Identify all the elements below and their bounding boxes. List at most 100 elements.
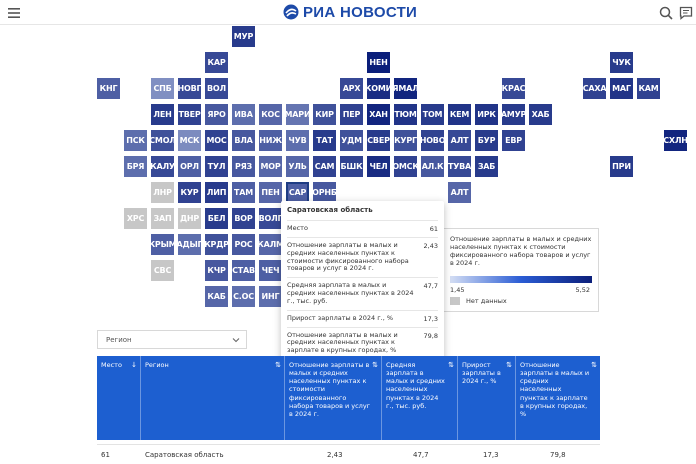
region-tile[interactable]: КАР: [205, 52, 228, 73]
region-tile[interactable]: ТАМ: [232, 182, 255, 203]
region-tile[interactable]: МОС: [205, 130, 228, 151]
region-tile[interactable]: КНГ: [97, 78, 120, 99]
region-tile[interactable]: ПРИ: [610, 156, 633, 177]
sort-icon[interactable]: ⇅: [448, 361, 454, 369]
region-tile[interactable]: КЧР: [205, 260, 228, 281]
region-tile[interactable]: ПСК: [124, 130, 147, 151]
table-row[interactable]: 61 Саратовская область 2,43 47,7 17,3 79…: [97, 444, 600, 464]
region-tile[interactable]: ОРЛ: [178, 156, 201, 177]
region-tile[interactable]: НОВГ: [178, 78, 201, 99]
region-tile[interactable]: ЯМАЛ: [394, 78, 417, 99]
region-tile[interactable]: ДНР: [178, 208, 201, 229]
region-tile[interactable]: МСК: [178, 130, 201, 151]
region-tile[interactable]: МУР: [232, 26, 255, 47]
region-tile[interactable]: ХАБ: [529, 104, 552, 125]
column-header-place[interactable]: Место ↓: [97, 356, 140, 440]
region-tile[interactable]: КОМИ: [367, 78, 390, 99]
sort-icon[interactable]: ⇅: [275, 361, 281, 369]
ria-logo[interactable]: РИА НОВОСТИ: [283, 3, 417, 21]
column-header-big-cities[interactable]: Отношение зарплаты в малых и средних нас…: [515, 356, 600, 440]
region-tile[interactable]: СМОЛ: [151, 130, 174, 151]
region-tile[interactable]: ЧЕЛ: [367, 156, 390, 177]
region-tile[interactable]: ХРС: [124, 208, 147, 229]
region-tile[interactable]: ТВЕР: [178, 104, 201, 125]
region-tile[interactable]: САМ: [313, 156, 336, 177]
region-tile[interactable]: ТЮМ: [394, 104, 417, 125]
region-tile[interactable]: АДЫГ: [178, 234, 201, 255]
region-tile[interactable]: ПЕР: [340, 104, 363, 125]
region-tile[interactable]: С.ОС: [232, 286, 255, 307]
region-tile[interactable]: НОВО: [421, 130, 444, 151]
region-tile[interactable]: ИРК: [475, 104, 498, 125]
region-tile[interactable]: ТУВА: [448, 156, 471, 177]
region-tile[interactable]: РЯЗ: [232, 156, 255, 177]
region-tile[interactable]: КРЫМ: [151, 234, 174, 255]
region-tile[interactable]: ЗАБ: [475, 156, 498, 177]
region-tile[interactable]: АЛТ: [448, 182, 471, 203]
region-tile[interactable]: СВС: [151, 260, 174, 281]
region-tile[interactable]: СПБ: [151, 78, 174, 99]
region-tile[interactable]: ЧУВ: [286, 130, 309, 151]
region-tile[interactable]: ИВА: [232, 104, 255, 125]
region-tile[interactable]: МАРИ: [286, 104, 309, 125]
menu-icon[interactable]: [6, 5, 22, 21]
region-tile[interactable]: РОС: [232, 234, 255, 255]
feedback-icon[interactable]: [678, 5, 694, 21]
region-select[interactable]: Регион: [97, 330, 247, 349]
region-tile[interactable]: ЗАП: [151, 208, 174, 229]
region-tile[interactable]: КУРГ: [394, 130, 417, 151]
region-tile[interactable]: ЯРО: [205, 104, 228, 125]
sort-icon[interactable]: ⇅: [372, 361, 378, 369]
column-header-growth[interactable]: Прирост зарплаты в 2024 г., % ⇅: [457, 356, 515, 440]
sort-desc-icon[interactable]: ↓: [131, 361, 137, 369]
region-tile[interactable]: УДМ: [340, 130, 363, 151]
region-tile[interactable]: ХАН: [367, 104, 390, 125]
region-tile[interactable]: КРДР: [205, 234, 228, 255]
region-tile[interactable]: ПЕН: [259, 182, 282, 203]
column-header-region[interactable]: Регион ⇅: [140, 356, 284, 440]
region-tile[interactable]: АЛТ: [448, 130, 471, 151]
region-tile[interactable]: ЧУК: [610, 52, 633, 73]
region-tile[interactable]: ВЛА: [232, 130, 255, 151]
region-tile[interactable]: ТУЛ: [205, 156, 228, 177]
region-tile[interactable]: ЛНР: [151, 182, 174, 203]
region-tile[interactable]: БРЯ: [124, 156, 147, 177]
region-tile[interactable]: ЧЕЧ: [259, 260, 282, 281]
region-tile[interactable]: САХА: [583, 78, 606, 99]
region-tile[interactable]: СТАВ: [232, 260, 255, 281]
region-tile[interactable]: ВОЛГ: [259, 208, 282, 229]
region-tile[interactable]: БЕЛ: [205, 208, 228, 229]
region-tile[interactable]: СВЕР: [367, 130, 390, 151]
search-icon[interactable]: [658, 5, 674, 21]
region-tile[interactable]: КАМ: [637, 78, 660, 99]
region-tile[interactable]: НИЖ: [259, 130, 282, 151]
region-tile[interactable]: КАЛУ: [151, 156, 174, 177]
region-tile[interactable]: ТАТ: [313, 130, 336, 151]
region-tile[interactable]: КАЛМ: [259, 234, 282, 255]
region-tile[interactable]: КИР: [313, 104, 336, 125]
region-tile[interactable]: ВОР: [232, 208, 255, 229]
region-tile[interactable]: КУР: [178, 182, 201, 203]
region-tile[interactable]: КЕМ: [448, 104, 471, 125]
region-tile[interactable]: НЕН: [367, 52, 390, 73]
region-tile[interactable]: САР: [286, 182, 309, 203]
region-tile[interactable]: ЕВР: [502, 130, 525, 151]
region-tile[interactable]: ЛИП: [205, 182, 228, 203]
region-tile[interactable]: ИНГ: [259, 286, 282, 307]
region-tile[interactable]: БШК: [340, 156, 363, 177]
region-tile[interactable]: УЛЬ: [286, 156, 309, 177]
region-tile[interactable]: ОМСК: [394, 156, 417, 177]
region-tile[interactable]: ОРНБ: [313, 182, 336, 203]
column-header-ratio[interactable]: Отношение зарплаты в малых и средних нас…: [284, 356, 381, 440]
region-tile[interactable]: АРХ: [340, 78, 363, 99]
region-tile[interactable]: КРАС: [502, 78, 525, 99]
region-tile[interactable]: СХЛН: [664, 130, 687, 151]
region-tile[interactable]: МОР: [259, 156, 282, 177]
region-tile[interactable]: ВОЛ: [205, 78, 228, 99]
sort-icon[interactable]: ⇅: [591, 361, 597, 369]
region-tile[interactable]: БУР: [475, 130, 498, 151]
region-tile[interactable]: ЛЕН: [151, 104, 174, 125]
sort-icon[interactable]: ⇅: [506, 361, 512, 369]
region-tile[interactable]: МАГ: [610, 78, 633, 99]
region-tile[interactable]: АМУР: [502, 104, 525, 125]
